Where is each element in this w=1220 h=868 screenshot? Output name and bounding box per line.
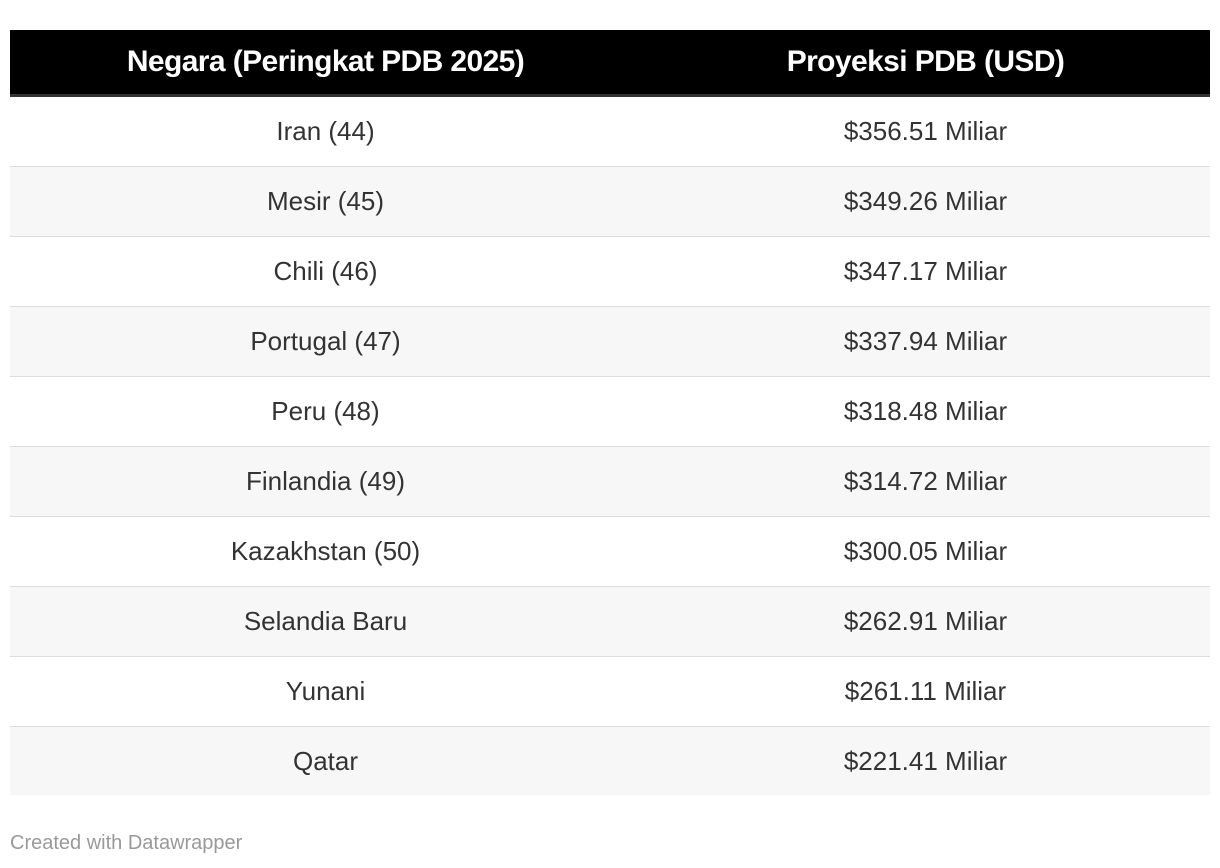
column-header-gdp: Proyeksi PDB (USD) <box>641 30 1210 97</box>
table-row: Mesir (45) $349.26 Miliar <box>10 166 1210 237</box>
table-row: Yunani $261.11 Miliar <box>10 656 1210 727</box>
column-header-country: Negara (Peringkat PDB 2025) <box>10 30 641 97</box>
gdp-cell: $349.26 Miliar <box>641 166 1210 237</box>
country-cell: Finlandia (49) <box>10 446 641 517</box>
table-row: Iran (44) $356.51 Miliar <box>10 95 1210 167</box>
country-cell: Kazakhstan (50) <box>10 516 641 587</box>
table-row: Chili (46) $347.17 Miliar <box>10 236 1210 307</box>
table-row: Peru (48) $318.48 Miliar <box>10 376 1210 447</box>
table-row: Kazakhstan (50) $300.05 Miliar <box>10 516 1210 587</box>
country-cell: Yunani <box>10 656 641 727</box>
gdp-cell: $221.41 Miliar <box>641 726 1210 795</box>
table-row: Selandia Baru $262.91 Miliar <box>10 586 1210 657</box>
table-row: Finlandia (49) $314.72 Miliar <box>10 446 1210 517</box>
gdp-table: Negara (Peringkat PDB 2025) Proyeksi PDB… <box>10 30 1210 795</box>
country-cell: Qatar <box>10 726 641 795</box>
country-cell: Portugal (47) <box>10 306 641 377</box>
data-table-container: Negara (Peringkat PDB 2025) Proyeksi PDB… <box>10 30 1210 795</box>
table-row: Qatar $221.41 Miliar <box>10 726 1210 795</box>
table-body: Iran (44) $356.51 Miliar Mesir (45) $349.26… <box>10 95 1210 795</box>
table-row: Portugal (47) $337.94 Miliar <box>10 306 1210 377</box>
gdp-cell: $300.05 Miliar <box>641 516 1210 587</box>
country-cell: Peru (48) <box>10 376 641 447</box>
gdp-cell: $318.48 Miliar <box>641 376 1210 447</box>
datawrapper-credit: Created with Datawrapper <box>10 832 243 854</box>
header-row: Negara (Peringkat PDB 2025) Proyeksi PDB… <box>10 30 1210 97</box>
gdp-cell: $261.11 Miliar <box>641 656 1210 727</box>
table-header: Negara (Peringkat PDB 2025) Proyeksi PDB… <box>10 30 1210 97</box>
country-cell: Mesir (45) <box>10 166 641 237</box>
gdp-cell: $337.94 Miliar <box>641 306 1210 377</box>
gdp-cell: $314.72 Miliar <box>641 446 1210 517</box>
country-cell: Selandia Baru <box>10 586 641 657</box>
gdp-cell: $262.91 Miliar <box>641 586 1210 657</box>
country-cell: Iran (44) <box>10 95 641 167</box>
gdp-cell: $356.51 Miliar <box>641 95 1210 167</box>
country-cell: Chili (46) <box>10 236 641 307</box>
gdp-cell: $347.17 Miliar <box>641 236 1210 307</box>
